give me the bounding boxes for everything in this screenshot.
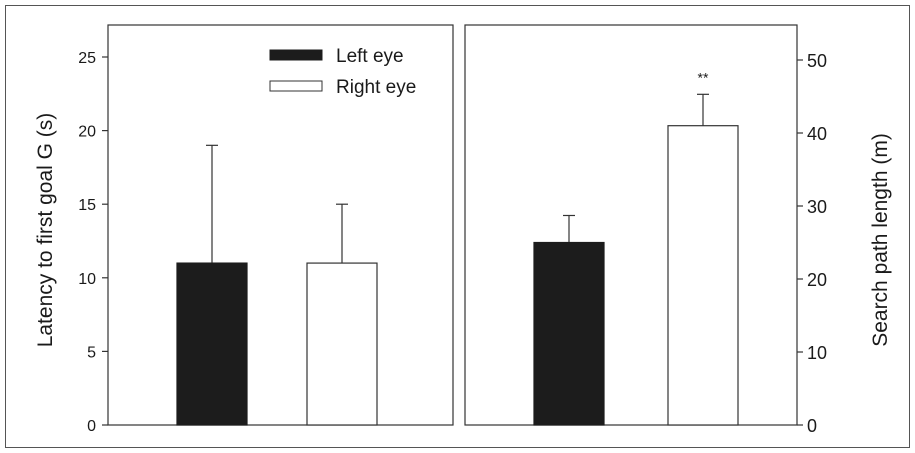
y-tick-label-left-0: 0 [87,418,96,435]
y-tick-label-left-1: 5 [87,344,96,361]
bar-left-right-eye [306,262,378,426]
legend-label-left-eye: Left eye [336,46,404,67]
left-y-axis-title: Latency to first goal G (s) [34,113,57,348]
plot-frame-left [107,24,454,426]
y-tick-label-left-2: 10 [78,271,96,288]
legend: Left eye Right eye [269,46,416,98]
y-tick-label-left-4: 20 [78,124,96,141]
right-y-axis-title: Search path length (m) [869,133,892,347]
y-tick-label-right-1: 10 [807,343,827,363]
y-tick-label-left-3: 15 [78,197,96,214]
y-tick-label-left-5: 25 [78,50,96,67]
plot-frame-right [464,24,798,426]
legend-swatch-left-eye [269,49,323,61]
bar-left-left-eye [176,262,248,426]
figure-border [5,5,910,448]
y-tick-label-right-3: 30 [807,197,827,217]
significance-label-0: ** [698,69,709,85]
y-tick-label-right-4: 40 [807,124,827,144]
bar-right-right-eye [667,125,739,426]
left-panel: 0 5 10 15 20 25 [78,24,454,435]
legend-label-right-eye: Right eye [336,77,416,98]
legend-swatch-right-eye [269,80,323,92]
y-tick-label-right-0: 0 [807,416,817,436]
right-panel: 0 10 20 30 40 50 ** [464,24,827,436]
y-tick-label-right-2: 20 [807,270,827,290]
bar-right-left-eye [533,241,605,426]
y-tick-label-right-5: 50 [807,51,827,71]
